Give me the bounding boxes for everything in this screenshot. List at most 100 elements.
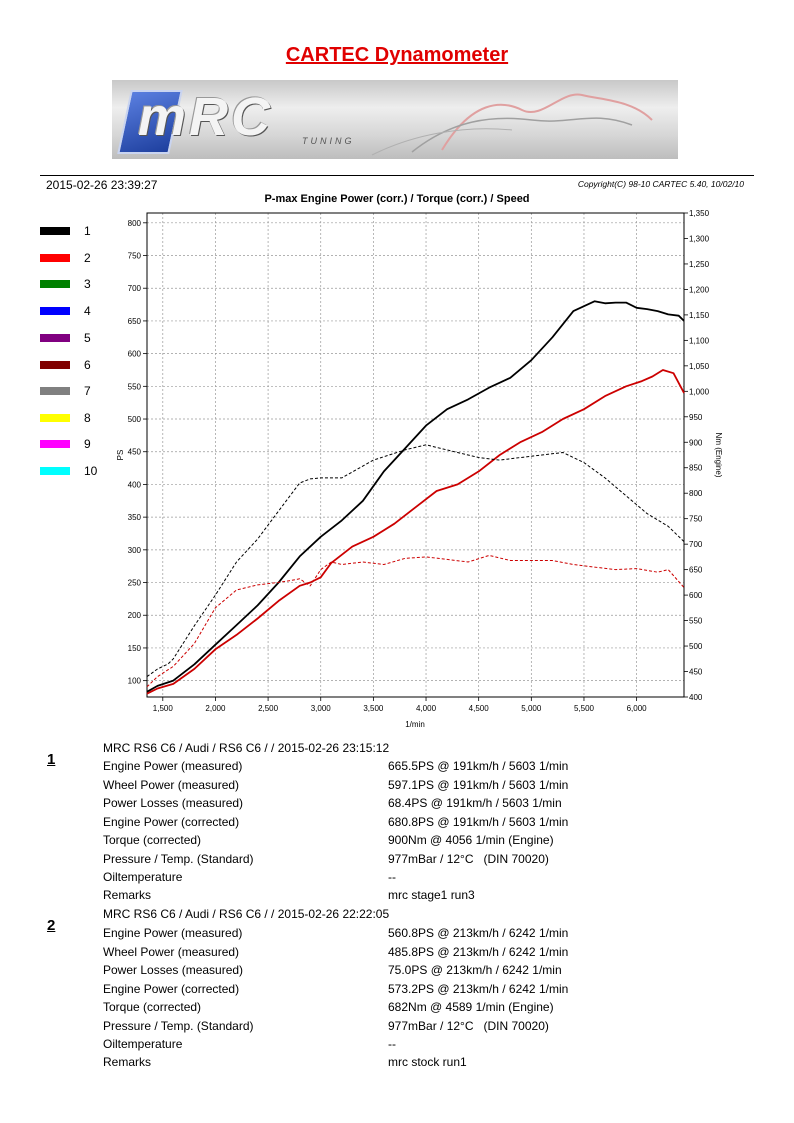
x-tick-label: 6,000 <box>627 704 648 713</box>
run-row-label: Remarks <box>103 888 152 902</box>
x-tick-label: 5,500 <box>574 704 595 713</box>
run-row-label: Pressure / Temp. (Standard) <box>103 852 254 866</box>
x-tick-label: 1,500 <box>153 704 174 713</box>
run-row-label: Torque (corrected) <box>103 833 202 847</box>
run-row-value: mrc stock run1 <box>388 1055 467 1069</box>
y-right-tick-label: 1,200 <box>689 285 710 294</box>
legend-swatch <box>40 387 70 395</box>
y-right-tick-label: 500 <box>689 642 703 651</box>
y-left-tick-label: 350 <box>128 513 142 522</box>
dyno-chart: 1,500 2,000 2,500 3,000 3,500 4,000 4,500 5,000… <box>116 209 723 729</box>
run-row-value: 485.8PS @ 213km/h / 6242 1/min <box>388 945 569 959</box>
run-row-label: Torque (corrected) <box>103 1000 202 1014</box>
logo-subtitle: TUNING <box>302 136 355 146</box>
legend-label: 5 <box>84 331 91 345</box>
y-right-tick-label: 1,050 <box>689 362 710 371</box>
run-row-value: 68.4PS @ 191km/h / 5603 1/min <box>388 796 562 810</box>
series-line-1 <box>146 300 685 693</box>
y-right-tick-label: 1,150 <box>689 311 710 320</box>
run-row-label: Oiltemperature <box>103 1037 183 1051</box>
y-right-tick-label: 800 <box>689 489 703 498</box>
y-right-tick-label: 1,300 <box>689 234 710 243</box>
run-number: 1 <box>47 751 56 768</box>
x-tick-label: 2,500 <box>258 704 279 713</box>
run-row-value: 597.1PS @ 191km/h / 5603 1/min <box>388 778 569 792</box>
series-line-4 <box>146 554 685 688</box>
y-left-tick-label: 500 <box>128 415 142 424</box>
y-left-tick-label: 600 <box>128 350 142 359</box>
legend-label: 9 <box>84 437 91 451</box>
legend-swatch <box>40 467 70 475</box>
legend-label: 1 <box>84 224 91 238</box>
header-rule <box>40 175 754 176</box>
run-row-value: -- <box>388 870 396 884</box>
y-right-tick-label: 700 <box>689 540 703 549</box>
x-tick-label: 4,000 <box>416 704 437 713</box>
y-axis-right-label: Nm (Engine) <box>714 433 723 478</box>
y-axis-left-label: PS <box>116 450 125 461</box>
y-left-tick-label: 400 <box>128 480 142 489</box>
y-right-tick-label: 750 <box>689 515 703 524</box>
y-right-tick-label: 850 <box>689 464 703 473</box>
legend-swatch <box>40 334 70 342</box>
run-row-value: 560.8PS @ 213km/h / 6242 1/min <box>388 926 569 940</box>
y-right-tick-label: 550 <box>689 617 703 626</box>
y-left-tick-label: 700 <box>128 284 142 293</box>
x-tick-label: 5,000 <box>521 704 542 713</box>
run-number: 2 <box>47 917 56 934</box>
page-title: CARTEC Dynamometer <box>285 44 509 66</box>
run-row-value: mrc stage1 run3 <box>388 888 475 902</box>
banner-dyno-graphic <box>371 93 653 156</box>
y-left-tick-label: 450 <box>128 448 142 457</box>
legend-label: 3 <box>84 277 91 291</box>
axis-ticks: 1,500 2,000 2,500 3,000 3,500 4,000 4,500 5,000… <box>128 209 710 713</box>
run-row-label: Wheel Power (measured) <box>103 945 240 959</box>
copyright-text: Copyright(C) 98-10 CARTEC 5.40, 10/02/10 <box>577 179 744 189</box>
chart-title: P-max Engine Power (corr.) / Torque (cor… <box>264 193 530 205</box>
run-header: MRC RS6 C6 / Audi / RS6 C6 / / 2015-02-2… <box>103 741 390 755</box>
run-row-value: 977mBar / 12°C (DIN 70020) <box>388 1019 549 1033</box>
run-header: MRC RS6 C6 / Audi / RS6 C6 / / 2015-02-2… <box>103 907 390 921</box>
series-lines <box>146 300 685 695</box>
mrc-tuning-banner: mRC TUNING <box>112 80 678 159</box>
y-left-tick-label: 250 <box>128 579 142 588</box>
y-right-tick-label: 400 <box>689 693 703 702</box>
y-left-tick-label: 300 <box>128 546 142 555</box>
run-row-value: 680.8PS @ 191km/h / 5603 1/min <box>388 815 569 829</box>
y-left-tick-label: 150 <box>128 644 142 653</box>
run-row-label: Power Losses (measured) <box>103 796 244 810</box>
legend-label: 4 <box>84 304 91 318</box>
run-row-value: 682Nm @ 4589 1/min (Engine) <box>388 1000 554 1014</box>
legend-swatch <box>40 254 70 262</box>
x-tick-label: 2,000 <box>205 704 226 713</box>
x-tick-label: 3,000 <box>311 704 332 713</box>
run-row-value: 573.2PS @ 213km/h / 6242 1/min <box>388 982 569 996</box>
y-right-tick-label: 1,250 <box>689 260 710 269</box>
run-row-label: Engine Power (corrected) <box>103 815 240 829</box>
legend-swatch <box>40 227 70 235</box>
y-right-tick-label: 600 <box>689 591 703 600</box>
legend-swatch <box>40 440 70 448</box>
run-row-value: 75.0PS @ 213km/h / 6242 1/min <box>388 963 562 977</box>
run-row-label: Engine Power (measured) <box>103 759 243 773</box>
series-line-2 <box>146 369 685 695</box>
plot-frame <box>146 212 685 698</box>
y-right-tick-label: 450 <box>689 668 703 677</box>
legend-label: 8 <box>84 411 91 425</box>
legend-label: 10 <box>84 464 98 478</box>
run-row-label: Power Losses (measured) <box>103 963 244 977</box>
series-line-3 <box>146 444 685 678</box>
legend-swatch <box>40 280 70 288</box>
legend-swatch <box>40 414 70 422</box>
y-right-tick-label: 950 <box>689 413 703 422</box>
report-datetime: 2015-02-26 23:39:27 <box>46 178 158 192</box>
run-row-value: 900Nm @ 4056 1/min (Engine) <box>388 833 554 847</box>
logo-text: mRC <box>138 87 274 147</box>
y-right-tick-label: 650 <box>689 566 703 575</box>
legend-swatch <box>40 307 70 315</box>
y-right-tick-label: 1,000 <box>689 387 710 396</box>
run-row-value: -- <box>388 1037 396 1051</box>
run-row-label: Engine Power (corrected) <box>103 982 240 996</box>
y-left-tick-label: 800 <box>128 219 142 228</box>
y-left-tick-label: 550 <box>128 382 142 391</box>
